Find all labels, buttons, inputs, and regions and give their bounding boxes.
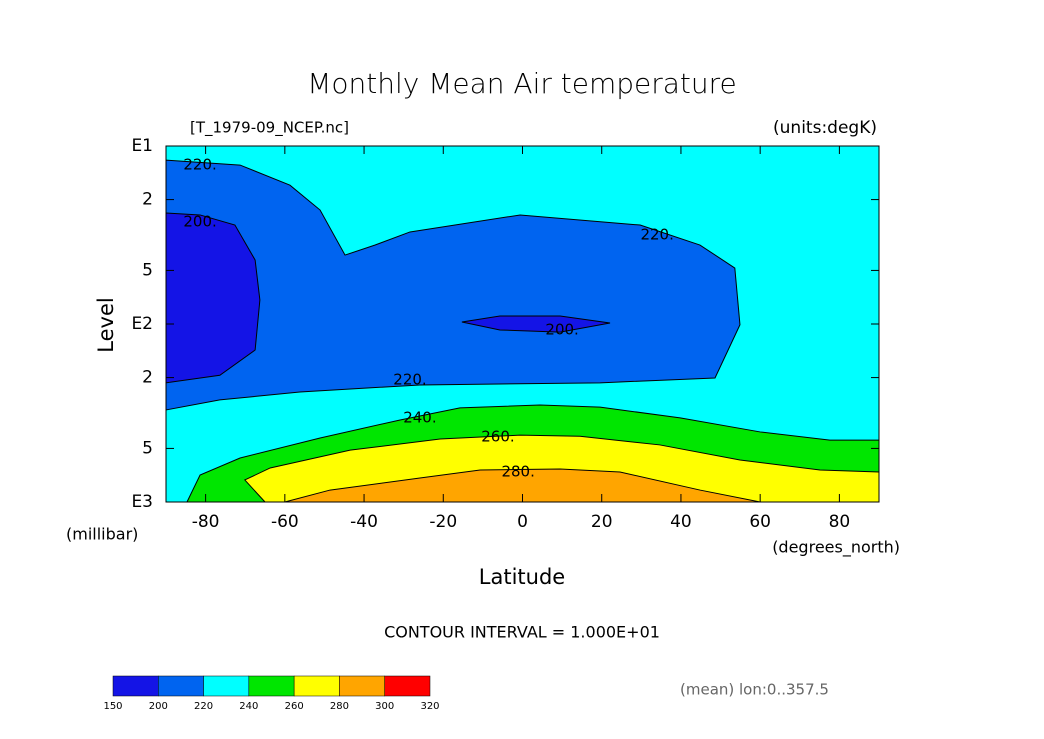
y-tick-label: 2	[142, 368, 153, 388]
contour-region	[461, 315, 611, 333]
colorbar-label: 200	[149, 701, 168, 712]
y-tick-label: 5	[142, 438, 153, 458]
x-tick-label: -60	[271, 512, 299, 532]
contour-interval: CONTOUR INTERVAL = 1.000E+01	[384, 623, 660, 642]
contour-label: 200.	[183, 212, 216, 230]
contour-region	[165, 159, 741, 411]
contour-label: 260.	[481, 427, 514, 445]
colorbar-box	[112, 675, 159, 697]
colorbar-label: 280	[330, 701, 349, 712]
y-axis-label: Level	[94, 297, 118, 352]
colorbar-box	[339, 675, 385, 697]
y-axis-unit: (millibar)	[66, 525, 138, 544]
x-tick-label: -20	[429, 512, 457, 532]
x-tick-label: 60	[749, 512, 771, 532]
x-tick-label: -40	[350, 512, 378, 532]
colorbar-box	[203, 675, 250, 697]
units: (units:degK)	[773, 118, 877, 138]
colorbar-label: 300	[375, 701, 394, 712]
contour-label: 220.	[393, 370, 426, 388]
x-axis-label: Latitude	[479, 565, 565, 589]
y-tick-label: E3	[131, 492, 153, 512]
x-tick-label: 80	[829, 512, 851, 532]
colorbar-box	[248, 675, 295, 697]
contour-label: 220.	[640, 225, 673, 243]
chart-title: Monthly Mean Air temperature	[307, 67, 737, 100]
colorbar-box	[293, 675, 340, 697]
contour-region	[284, 468, 761, 503]
colorbar-box	[158, 675, 204, 697]
y-tick-label: 2	[142, 190, 153, 210]
colorbar-label: 320	[420, 701, 439, 712]
y-tick-label: 5	[142, 260, 153, 280]
x-axis-unit: (degrees_north)	[772, 538, 900, 558]
contour-label: 220.	[183, 156, 216, 174]
y-tick-label: E1	[131, 136, 153, 156]
colorbar-label: 220	[194, 701, 213, 712]
x-tick-label: 40	[670, 512, 692, 532]
contour-label: 280.	[501, 462, 534, 480]
colorbar-label: 150	[103, 701, 122, 712]
footnote: (mean) lon:0..357.5	[680, 681, 829, 699]
colorbar-label: 240	[239, 701, 258, 712]
contour-label: 200.	[545, 320, 578, 338]
x-tick-label: 0	[517, 512, 528, 532]
x-tick-label: 20	[591, 512, 613, 532]
x-tick-label: -80	[192, 512, 220, 532]
subtitle: [T_1979-09_NCEP.nc]	[190, 119, 349, 138]
contour-region	[165, 212, 261, 384]
contour-label: 240.	[403, 408, 436, 426]
y-tick-label: E2	[131, 314, 153, 334]
colorbar-box	[384, 675, 431, 697]
colorbar-label: 260	[285, 701, 304, 712]
